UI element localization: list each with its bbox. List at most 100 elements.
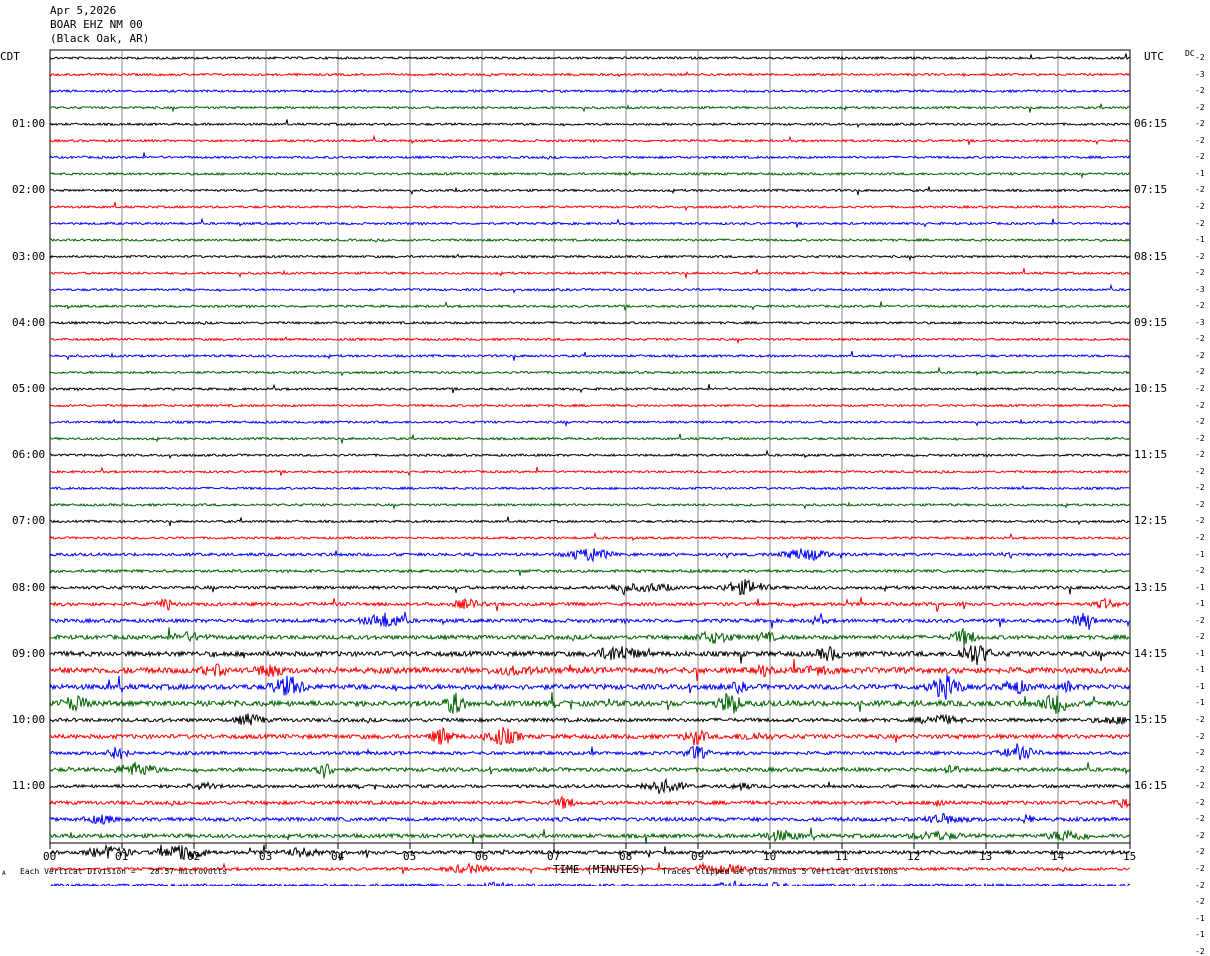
x-tick-label: 14 [1051,850,1065,863]
plot-frame [49,49,1131,844]
dc-offset-label: -2 [1195,764,1205,774]
dc-offset-label: -1 [1195,599,1205,609]
dc-offset-label: -2 [1195,847,1205,857]
trace-line [49,201,1131,211]
trace-line [49,516,1131,527]
trace-line [49,596,1131,612]
corner-mark: A [2,870,6,877]
trace-line [49,813,1131,825]
trace-line [49,103,1131,113]
right-hour-label: 11:15 [1134,448,1168,462]
dc-offset-label: -2 [1195,615,1205,625]
trace-line [49,658,1131,681]
left-hour-label: 05:00 [12,382,46,395]
dc-offset-label: -2 [1195,53,1205,62]
trace-line [50,433,1131,444]
left-hour-label: 04:00 [12,315,46,329]
trace-line [49,568,1131,576]
dc-offset-label: -2 [1195,400,1205,410]
station-location: (Black Oak, AR) [50,32,150,45]
dc-offset-label: -2 [1195,731,1205,741]
trace-line [49,713,1131,726]
trace-line [49,548,1131,563]
left-hour-label: 09:00 [12,646,46,660]
left-hour-label: 11:00 [12,779,46,793]
x-tick-label: 01 [115,850,129,863]
trace-line [49,674,1131,700]
trace-line [49,253,1131,262]
dc-offset-label: -2 [1195,135,1205,145]
dc-offset-label: -2 [1195,516,1205,526]
trace-line [49,743,1131,761]
right-hour-label: 09:15 [1134,315,1168,329]
trace-line [49,418,1131,428]
right-hour-label: 08:15 [1134,249,1168,263]
dc-offset-label: -2 [1195,715,1205,724]
trace-line [49,186,1131,196]
trace-line [49,320,1131,326]
dc-label: DC [1185,49,1195,58]
dc-offset-label: -2 [1195,499,1205,509]
dc-offset-label: -1 [1195,648,1205,658]
trace-line [49,53,1130,61]
trace-line [49,283,1131,294]
x-tick-label: 09 [691,850,705,863]
dc-offset-label: -2 [1195,367,1205,377]
dc-offset-label: -2 [1195,301,1205,311]
clip-note: Traces clipped at plus/minus 5 vertical … [662,867,899,876]
trace-line [49,237,1131,243]
left-hour-label: 07:00 [12,514,46,528]
x-tick-label: 12 [907,850,921,863]
left-hour-label: 06:00 [12,448,46,462]
dc-offset-label: -2 [1195,897,1205,907]
scale-note: Each Vertical Division = 28.57 microvolt… [20,867,228,876]
trace-line [49,70,1131,78]
dc-offset-label: -2 [1195,268,1205,278]
dc-offset-label: -2 [1195,466,1205,476]
dc-offset-label: -1 [1195,549,1205,559]
left-hour-label: 01:00 [12,117,46,131]
dc-offset-label: -1 [1195,235,1205,245]
right-hour-label: 07:15 [1134,183,1168,197]
x-tick-label: 07 [547,850,561,863]
dc-offset-label: -2 [1195,532,1205,542]
trace-line [49,268,1131,279]
right-hour-label: 15:15 [1134,713,1168,726]
x-axis-title: TIME (MINUTES) [553,863,646,876]
dc-offset-label: -1 [1195,930,1205,940]
dc-offset-label: -1 [1195,681,1205,691]
trace-line [49,88,1131,94]
left-hour-label: 03:00 [12,249,46,263]
dc-offset-label: -2 [1195,251,1205,261]
dc-offset-label: -2 [1195,102,1205,112]
trace-line [49,827,1131,845]
trace-line [49,645,1131,666]
plot-date: Apr 5,2026 [50,4,117,17]
dc-offset-label: -2 [1195,814,1205,824]
right-hour-label: 12:15 [1134,514,1168,528]
x-tick-label: 03 [259,850,273,863]
dc-offset-label: -3 [1195,284,1205,294]
dc-offset-label: -2 [1195,185,1205,195]
dc-offset-label: -3 [1195,317,1205,327]
trace-line [50,336,1131,345]
x-tick-label: 04 [331,850,345,863]
dc-offset-label: -1 [1195,698,1205,708]
right-hour-label: 06:15 [1134,117,1168,131]
left-hour-label: 02:00 [12,183,46,197]
right-hour-label: 13:15 [1134,580,1168,594]
left-hour-label: 08:00 [12,580,46,594]
dc-offset-label: -1 [1195,665,1205,675]
dc-offset-label: -2 [1195,797,1205,807]
dc-offset-label: -2 [1195,218,1205,228]
trace-line [49,794,1131,809]
trace-line [49,627,1131,647]
dc-offset-label: -2 [1195,384,1205,393]
dc-offset-label: -2 [1195,201,1205,211]
dc-offset-label: -2 [1195,748,1205,758]
dc-offset-label: -2 [1195,350,1205,360]
trace-line [49,134,1130,146]
dc-offset-label: -2 [1195,566,1205,576]
dc-offset-label: -2 [1195,880,1205,890]
x-tick-label: 06 [475,850,489,863]
